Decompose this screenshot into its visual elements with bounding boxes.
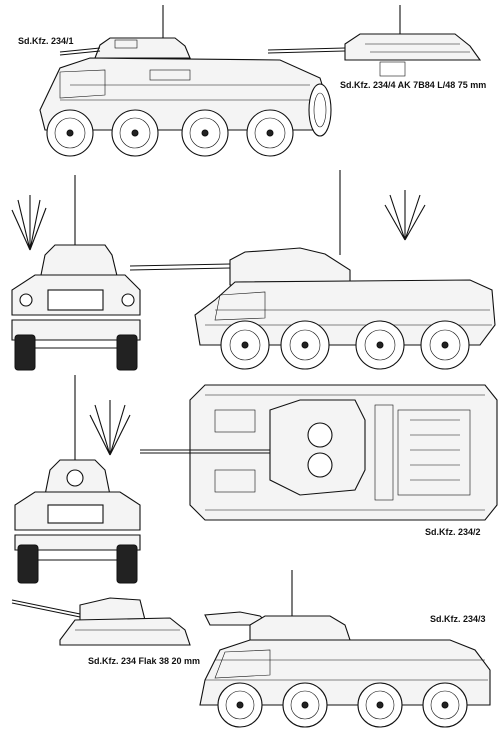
sdkfz-234-1-side-view: Sd.Kfz. 234/1 bbox=[18, 5, 332, 157]
label-sdkfz-234-2: Sd.Kfz. 234/2 bbox=[425, 527, 481, 537]
sdkfz-234-2-plan-view: Sd.Kfz. 234/2 bbox=[140, 384, 498, 537]
sdkfz-234-4-top-view: Sd.Kfz. 234/4 AK 7B84 L/48 75 mm bbox=[267, 5, 486, 90]
label-sdkfz-234-3: Sd.Kfz. 234/3 bbox=[430, 614, 486, 624]
sdkfz-234-3-side-view: Sd.Kfz. 234/3 bbox=[199, 570, 491, 728]
sdkfz-234-2-side-view bbox=[129, 170, 496, 370]
front-view-lower bbox=[14, 375, 141, 584]
front-view-upper bbox=[11, 175, 141, 371]
label-sdkfz-234-1: Sd.Kfz. 234/1 bbox=[18, 36, 74, 46]
label-sdkfz-234-flak38: Sd.Kfz. 234 Flak 38 20 mm bbox=[88, 656, 200, 666]
label-sdkfz-234-4: Sd.Kfz. 234/4 AK 7B84 L/48 75 mm bbox=[340, 80, 486, 90]
sdkfz-234-flak38-view: Sd.Kfz. 234 Flak 38 20 mm bbox=[11, 597, 200, 666]
